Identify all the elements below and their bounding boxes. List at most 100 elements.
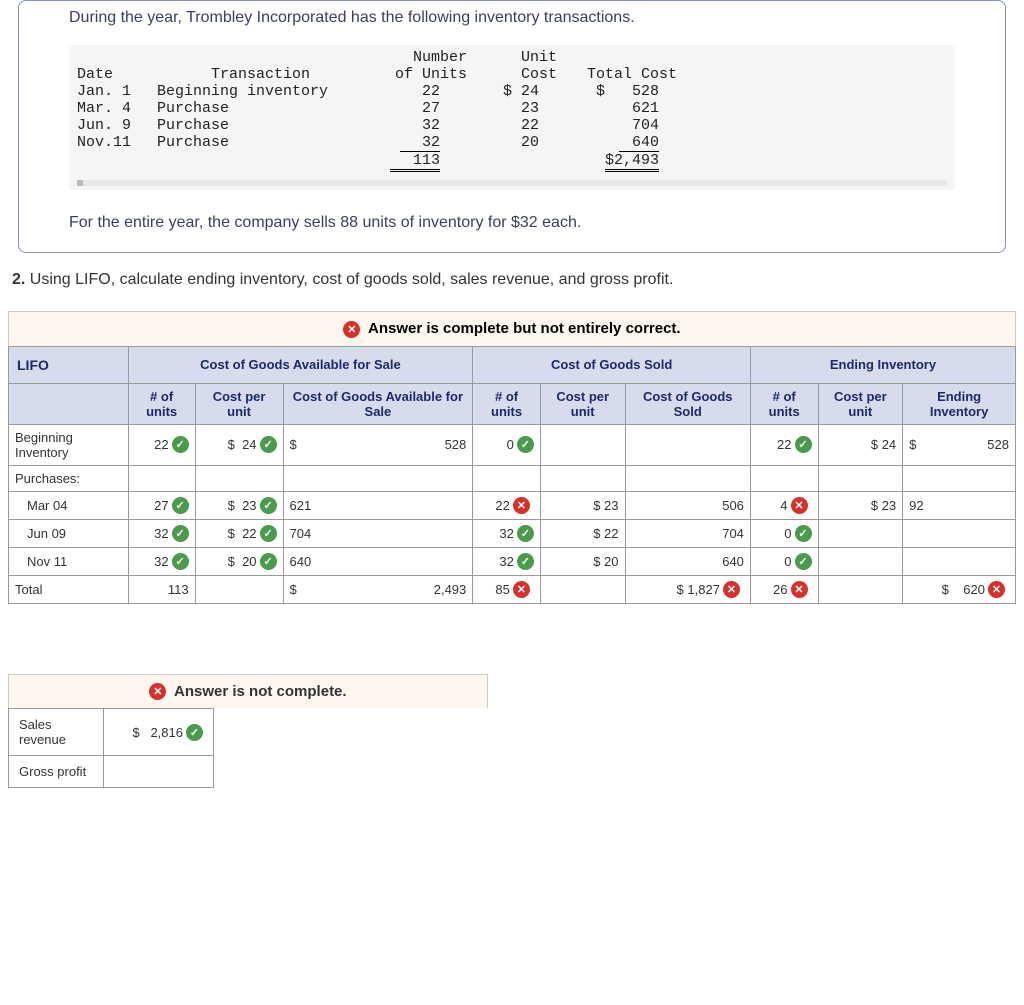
calc-cell: $528	[283, 424, 473, 465]
x-icon: ✕	[723, 581, 740, 598]
x-icon: ✕	[343, 321, 360, 338]
inventory-row: Mar. 4Purchase 27 23 621	[77, 100, 947, 117]
lifo-row: Jun 09 32 ✓ $ 22 ✓ 704 32 ✓ $ 22 704 0 ✓	[9, 519, 1016, 547]
input-cell[interactable]: 4 ✕	[750, 491, 818, 519]
input-cell[interactable]: 85 ✕	[473, 575, 541, 603]
x-icon: ✕	[513, 581, 530, 598]
sub-cpu: Cost per unit	[195, 383, 283, 424]
summary-label: Gross profit	[9, 756, 104, 788]
calc-cell: 621	[283, 491, 473, 519]
lifo-total-row: Total 113 $2,493 85 ✕ $ 1,827 ✕ 26 ✕ $ 6…	[9, 575, 1016, 603]
calc-cell: $ 20	[540, 547, 625, 575]
lifo-row: Beginning Inventory 22 ✓ $ 24 ✓ $528 0 ✓…	[9, 424, 1016, 465]
sub-ei-units: # of units	[750, 383, 818, 424]
check-icon: ✓	[795, 436, 812, 453]
input-cell[interactable]: 0 ✓	[473, 424, 541, 465]
input-cell[interactable]: $ 22 ✓	[195, 519, 283, 547]
calc-cell: $ 23	[540, 491, 625, 519]
scroll-indicator	[77, 180, 947, 186]
lifo-row: Mar 04 27 ✓ $ 23 ✓ 621 22 ✕ $ 23 506 4 ✕…	[9, 491, 1016, 519]
x-icon: ✕	[791, 497, 808, 514]
calc-cell: $ 24	[818, 424, 903, 465]
col-number-units: Number	[357, 49, 467, 66]
check-icon: ✓	[172, 525, 189, 542]
summary-row: Gross profit	[9, 756, 214, 788]
calc-cell: $ 23	[818, 491, 903, 519]
inventory-row: Nov.11Purchase 32 20 640	[77, 134, 947, 152]
problem-statement: During the year, Trombley Incorporated h…	[18, 0, 1006, 253]
x-icon: ✕	[149, 683, 166, 700]
calc-cell	[625, 424, 750, 465]
calc-cell	[903, 519, 1016, 547]
col-date: Date	[77, 66, 157, 83]
input-cell[interactable]: 22 ✕	[473, 491, 541, 519]
input-cell[interactable]: $ 620 ✕	[903, 575, 1016, 603]
check-icon: ✓	[260, 525, 277, 542]
calc-cell	[540, 424, 625, 465]
input-cell[interactable]	[104, 756, 214, 788]
check-icon: ✓	[795, 525, 812, 542]
input-cell[interactable]: 22 ✓	[128, 424, 195, 465]
input-cell[interactable]: $ 23 ✓	[195, 491, 283, 519]
summary-row: Sales revenue $ 2,816 ✓	[9, 709, 214, 756]
summary-table: Sales revenue $ 2,816 ✓ Gross profit	[8, 708, 214, 788]
intro-text: During the year, Trombley Incorporated h…	[69, 9, 955, 27]
feedback-banner-partial: ✕ Answer is complete but not entirely co…	[8, 311, 1016, 346]
check-icon: ✓	[172, 553, 189, 570]
col-transaction: Transaction	[157, 66, 357, 83]
input-cell[interactable]: $ 1,827 ✕	[625, 575, 750, 603]
input-cell[interactable]: 32 ✓	[473, 547, 541, 575]
calc-cell: $ 22	[540, 519, 625, 547]
calc-cell: 704	[283, 519, 473, 547]
calc-cell	[818, 519, 903, 547]
input-cell[interactable]: $ 20 ✓	[195, 547, 283, 575]
input-cell[interactable]: 32 ✓	[128, 547, 195, 575]
check-icon: ✓	[517, 525, 534, 542]
question-text: 2. Using LIFO, calculate ending inventor…	[12, 271, 1016, 289]
lifo-answer-table: LIFO Cost of Goods Available for Sale Co…	[8, 346, 1016, 604]
check-icon: ✓	[260, 553, 277, 570]
total-cost: $2,493	[605, 152, 659, 172]
input-cell[interactable]: 22 ✓	[750, 424, 818, 465]
sub-ei-cpu: Cost per unit	[818, 383, 903, 424]
cogas-header: Cost of Goods Available for Sale	[128, 346, 473, 383]
sub-ei: Ending Inventory	[903, 383, 1016, 424]
summary-label: Sales revenue	[9, 709, 104, 756]
calc-cell: 92	[903, 491, 1016, 519]
input-cell[interactable]: 0 ✓	[750, 519, 818, 547]
check-icon: ✓	[186, 724, 203, 741]
row-label: Beginning Inventory	[9, 424, 129, 465]
calc-cell	[818, 547, 903, 575]
calc-cell: 506	[625, 491, 750, 519]
check-icon: ✓	[172, 497, 189, 514]
input-cell[interactable]: $ 24 ✓	[195, 424, 283, 465]
input-cell[interactable]: 32 ✓	[473, 519, 541, 547]
row-label: Mar 04	[9, 491, 129, 519]
inventory-row: Jun. 9Purchase 32 22 704	[77, 117, 947, 134]
x-icon: ✕	[791, 581, 808, 598]
lifo-row: Nov 11 32 ✓ $ 20 ✓ 640 32 ✓ $ 20 640 0 ✓	[9, 547, 1016, 575]
input-cell[interactable]: 26 ✕	[750, 575, 818, 603]
col-unit-cost: Unit	[467, 49, 557, 66]
ei-header: Ending Inventory	[750, 346, 1015, 383]
feedback-banner-incomplete: ✕ Answer is not complete.	[8, 674, 488, 709]
check-icon: ✓	[795, 553, 812, 570]
calc-cell: 640	[625, 547, 750, 575]
x-icon: ✕	[988, 581, 1005, 598]
x-icon: ✕	[513, 497, 530, 514]
input-cell[interactable]: $ 2,816 ✓	[104, 709, 214, 756]
problem-footer: For the entire year, the company sells 8…	[69, 214, 955, 232]
sub-cogas: Cost of Goods Available for Sale	[283, 383, 473, 424]
input-cell[interactable]: 27 ✓	[128, 491, 195, 519]
sub-cogs-cpu: Cost per unit	[540, 383, 625, 424]
input-cell[interactable]: 0 ✓	[750, 547, 818, 575]
row-label: Total	[9, 575, 129, 603]
input-cell[interactable]: 32 ✓	[128, 519, 195, 547]
check-icon: ✓	[517, 553, 534, 570]
calc-cell	[903, 547, 1016, 575]
lifo-header: LIFO	[9, 346, 129, 383]
calc-cell: $528	[903, 424, 1016, 465]
check-icon: ✓	[517, 436, 534, 453]
sub-units: # of units	[128, 383, 195, 424]
check-icon: ✓	[260, 497, 277, 514]
